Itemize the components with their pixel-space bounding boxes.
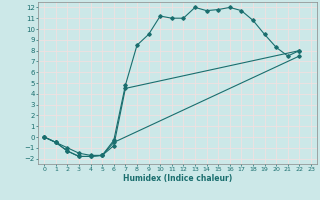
X-axis label: Humidex (Indice chaleur): Humidex (Indice chaleur) [123,174,232,183]
